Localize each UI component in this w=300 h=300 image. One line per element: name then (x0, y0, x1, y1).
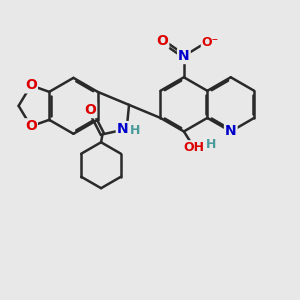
Text: N: N (178, 49, 190, 63)
Text: O⁻: O⁻ (202, 36, 219, 49)
Text: O: O (25, 78, 37, 92)
Text: O: O (156, 34, 168, 48)
Text: O: O (84, 103, 96, 117)
Text: H: H (206, 138, 216, 151)
Text: N: N (117, 122, 128, 136)
Text: OH: OH (184, 141, 205, 154)
Text: O: O (25, 119, 37, 133)
Text: H: H (130, 124, 141, 137)
Text: N: N (225, 124, 237, 138)
